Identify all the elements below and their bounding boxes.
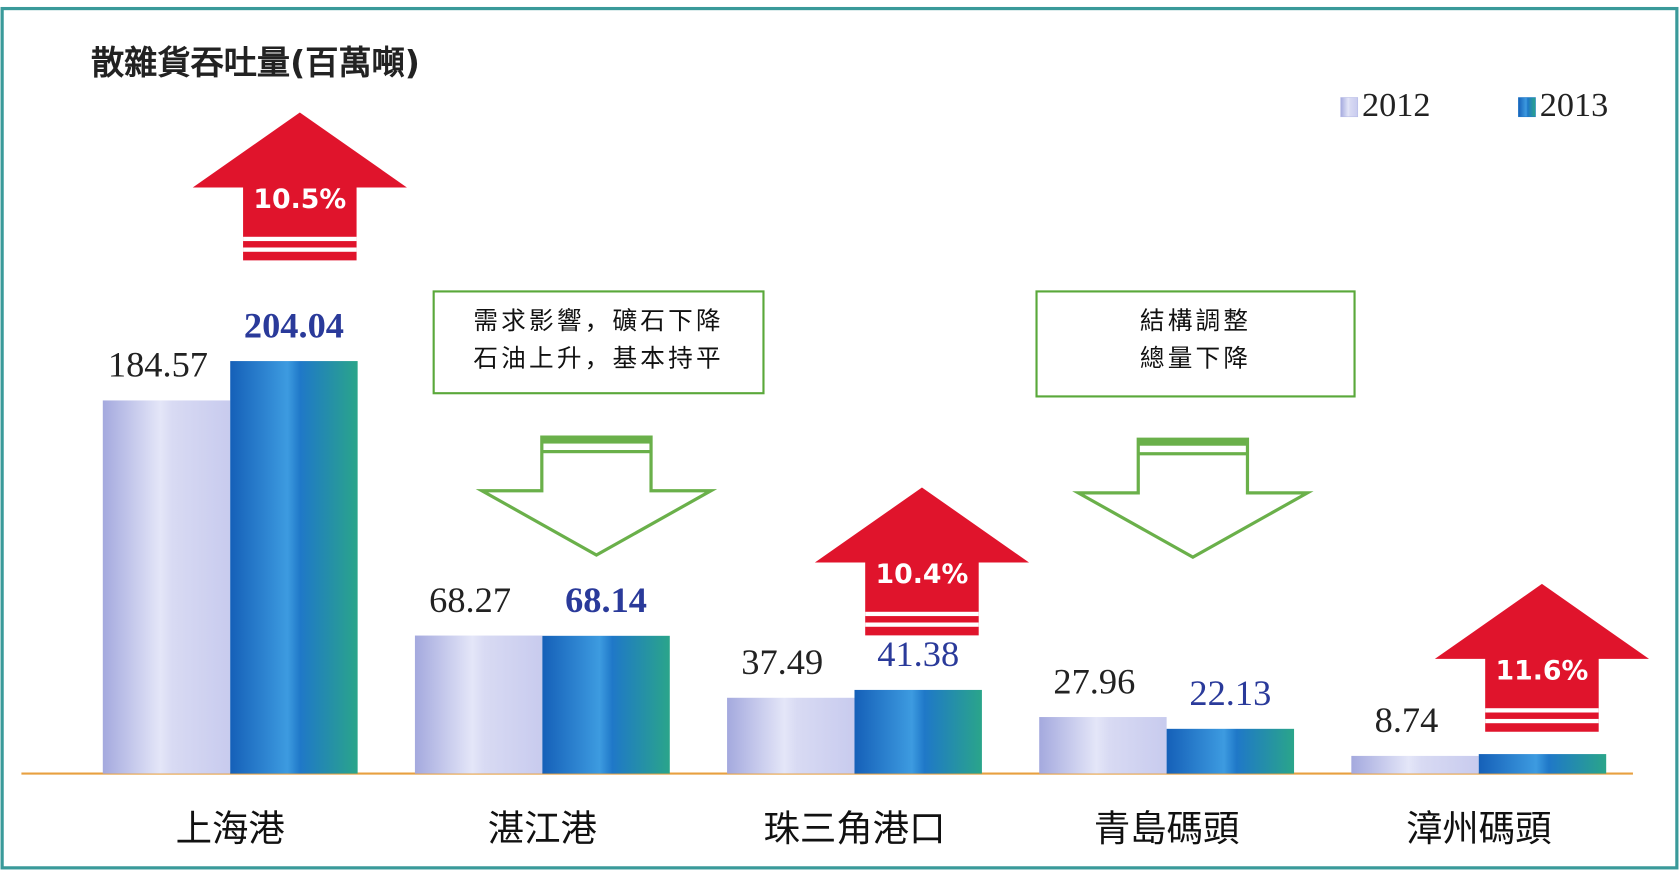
x-tick-label: 湛江港 <box>488 807 597 850</box>
note-text: 石油上升，基本持平 <box>473 345 723 373</box>
legend-swatch <box>1518 97 1536 118</box>
value-label: 68.14 <box>565 580 647 620</box>
note-text: 總量下降 <box>1140 345 1251 373</box>
bar <box>230 361 358 774</box>
up-arrow <box>814 487 1030 636</box>
chart-title: 散雜貨吞吐量(百萬噸) <box>91 43 420 82</box>
change-label: 11.6% <box>1496 655 1589 686</box>
arrow-stripe <box>1138 452 1248 456</box>
x-tick-label: 上海港 <box>176 807 285 850</box>
down-arrow <box>475 435 718 557</box>
value-label: 68.27 <box>429 580 511 620</box>
bar <box>1039 717 1167 774</box>
arrow-stripe <box>541 437 652 444</box>
bar <box>542 635 670 774</box>
arrow-stripe <box>243 247 357 252</box>
note-box <box>1035 290 1356 398</box>
arrow-stripe <box>541 450 652 454</box>
note-text: 需求影響，礦石下降 <box>473 307 723 335</box>
arrow-stripe <box>1485 718 1599 724</box>
change-label: 10.4% <box>876 559 969 590</box>
bar <box>1351 755 1479 774</box>
up-arrow <box>192 112 407 261</box>
value-label: 204.04 <box>244 305 344 345</box>
value-label: 8.74 <box>1375 700 1439 740</box>
value-label: 184.57 <box>108 345 208 385</box>
arrow-stripe <box>243 236 357 242</box>
bar <box>1478 754 1607 774</box>
up-arrow <box>1434 583 1650 732</box>
down-arrow <box>1072 437 1314 559</box>
arrow-stripe <box>865 622 979 627</box>
arrow-stripe <box>865 611 979 617</box>
x-tick-label: 珠三角港口 <box>763 807 945 850</box>
x-tick-label: 漳州碼頭 <box>1406 807 1552 850</box>
value-label: 37.49 <box>741 642 823 682</box>
bar <box>1166 728 1295 774</box>
note-text: 結構調整 <box>1140 307 1251 335</box>
bar <box>727 697 855 774</box>
value-label: 27.96 <box>1053 661 1135 701</box>
value-label: 22.13 <box>1189 673 1271 713</box>
bar <box>414 635 543 774</box>
legend-swatch <box>1340 97 1359 118</box>
bar <box>854 689 982 774</box>
legend-label: 2012 <box>1362 86 1431 124</box>
arrow-stripe <box>1485 708 1599 713</box>
value-label: 41.38 <box>877 634 959 674</box>
note-box <box>432 290 765 395</box>
x-tick-label: 青島碼頭 <box>1094 807 1240 850</box>
change-label: 10.5% <box>253 184 346 215</box>
bar <box>102 400 231 774</box>
legend-label: 2013 <box>1540 86 1609 124</box>
arrow-stripe <box>1138 439 1248 446</box>
